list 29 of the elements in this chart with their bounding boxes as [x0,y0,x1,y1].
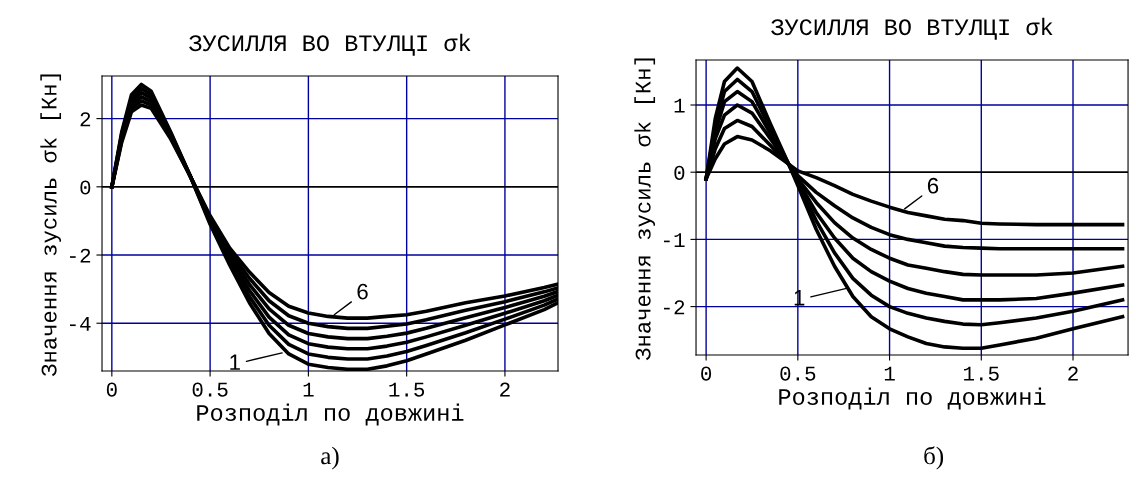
x-tick-label: 0 [106,382,117,397]
text: б) [924,446,944,470]
x-tick-label: 2 [500,382,510,397]
y-tick-label: 0 [674,165,685,180]
x-tick-label: 1.5 [389,382,425,397]
x-tick-label: 1 [884,366,895,381]
x-tick-label: 0.5 [780,366,816,381]
y-tick-label: -2 [664,300,685,315]
chart-title: ЗУСИЛЛЯ ВО ВТУЛЦІ σk [189,33,471,56]
chart-title: ЗУСИЛЛЯ ВО ВТУЛЦІ σk [771,17,1053,40]
y-tick-label: 1 [674,98,685,113]
y-axis-title: Значення зусиль σk [Кн] [40,74,62,377]
x-tick-label: 1 [303,382,314,397]
y-tick-label: 2 [80,112,91,127]
text: а) [321,446,339,470]
y-tick-label: -4 [69,317,91,331]
x-axis-title: Розподіл по довжині [197,403,464,426]
x-tick-label: 0.5 [192,382,228,397]
x-tick-label: 0 [701,366,712,381]
annotation: 6 [927,177,939,194]
y-axis-title: Значення зусиль σk [Кн] [634,58,656,361]
y-tick-label: -1 [664,233,685,247]
y-tick-label: 0 [80,180,91,195]
x-axis-title: Розподіл по довжині [779,387,1046,410]
annotation: 1 [230,354,240,370]
x-tick-label: 2 [1068,366,1078,381]
y-tick-label: -2 [69,248,91,263]
annotation: 6 [357,283,368,300]
x-tick-label: 1.5 [964,366,999,381]
